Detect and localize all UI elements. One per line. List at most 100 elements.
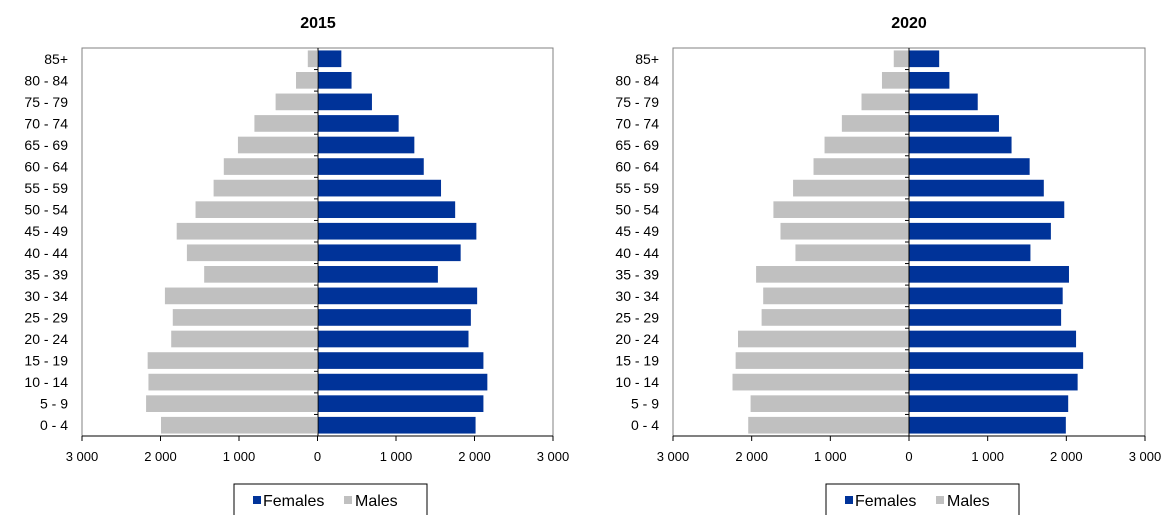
- bar-males-65-69: [236, 135, 318, 155]
- legend-swatch-males: [936, 496, 944, 504]
- bar-females-80-84: [317, 70, 353, 90]
- chart-title: 2015: [300, 15, 336, 32]
- bar-males-40-44: [185, 243, 318, 263]
- legend-label-females: Females: [855, 493, 916, 510]
- bar-females-45-49: [908, 221, 1052, 241]
- value-tick-label: 0: [314, 449, 321, 464]
- bar-males-25-29: [760, 308, 910, 327]
- bar-males-0-4: [747, 415, 910, 435]
- bar-males-45-49: [175, 221, 318, 241]
- category-label: 20 - 24: [24, 331, 68, 347]
- bar-females-85+: [908, 49, 941, 69]
- bar-females-20-24: [908, 329, 1078, 349]
- legend-swatch-males: [344, 496, 352, 504]
- bar-males-75-79: [274, 92, 318, 112]
- bar-females-30-34: [317, 286, 479, 306]
- category-label: 40 - 44: [615, 245, 659, 261]
- bar-males-15-19: [146, 351, 318, 370]
- category-label: 35 - 39: [24, 266, 68, 282]
- category-label: 15 - 19: [24, 353, 68, 369]
- bar-females-10-14: [908, 372, 1079, 392]
- value-tick-label: 1 000: [971, 449, 1004, 464]
- pyramid-chart-2015: 2015 0 - 4 5 - 9 10 - 14 15 - 19 20 - 24 25 - …: [24, 15, 570, 519]
- category-label: 0 - 4: [631, 417, 659, 433]
- bar-males-15-19: [734, 351, 910, 370]
- bar-males-10-14: [147, 372, 318, 392]
- bar-females-25-29: [317, 308, 472, 327]
- bar-females-60-64: [317, 157, 425, 176]
- bar-males-70-74: [253, 114, 318, 133]
- bar-males-35-39: [755, 264, 910, 284]
- value-tick-label: 1 000: [814, 449, 847, 464]
- bar-males-50-54: [772, 200, 910, 220]
- legend: Females Males: [825, 483, 1020, 519]
- value-tick-label: 2 000: [735, 449, 768, 464]
- bar-males-55-59: [792, 178, 910, 198]
- bar-males-20-24: [170, 329, 318, 349]
- category-label: 55 - 59: [24, 180, 68, 196]
- category-label: 20 - 24: [615, 331, 659, 347]
- legend-label-males: Males: [947, 493, 990, 510]
- category-label: 70 - 74: [615, 115, 659, 131]
- legend-label-females: Females: [263, 493, 324, 510]
- bar-females-60-64: [908, 157, 1031, 176]
- bar-males-80-84: [880, 70, 910, 90]
- legend: Females Males: [233, 483, 428, 519]
- bar-females-35-39: [317, 264, 439, 284]
- category-label: 80 - 84: [24, 72, 68, 88]
- bar-males-45-49: [779, 221, 910, 241]
- bar-females-50-54: [317, 200, 457, 220]
- category-label: 40 - 44: [24, 245, 68, 261]
- bar-females-10-14: [317, 372, 489, 392]
- value-tick-label: 2 000: [144, 449, 177, 464]
- category-label: 35 - 39: [615, 266, 659, 282]
- bar-males-10-14: [731, 372, 910, 392]
- legend-swatch-females: [845, 496, 853, 504]
- bar-males-50-54: [194, 200, 318, 220]
- bar-females-85+: [317, 49, 343, 69]
- bar-males-70-74: [840, 114, 910, 133]
- bar-females-80-84: [908, 70, 951, 90]
- bar-males-85+: [306, 49, 319, 69]
- bar-males-20-24: [737, 329, 910, 349]
- bar-males-40-44: [794, 243, 910, 263]
- value-tick-label: 0: [905, 449, 912, 464]
- category-label: 15 - 19: [615, 353, 659, 369]
- bar-females-5-9: [317, 394, 485, 414]
- category-label: 65 - 69: [615, 137, 659, 153]
- bar-females-5-9: [908, 394, 1070, 414]
- pyramid-chart-2020: 2020 0 - 4 5 - 9 10 - 14 15 - 19 20 - 24 25 - …: [615, 15, 1162, 519]
- category-label: 50 - 54: [615, 202, 659, 218]
- value-tick-label: 3 000: [657, 449, 690, 464]
- bar-females-50-54: [908, 200, 1066, 220]
- bar-females-55-59: [908, 178, 1045, 198]
- value-tick-label: 3 000: [66, 449, 99, 464]
- category-label: 60 - 64: [615, 159, 659, 175]
- bar-males-5-9: [145, 394, 318, 414]
- category-label: 55 - 59: [615, 180, 659, 196]
- legend-box: [233, 483, 428, 519]
- category-label: 45 - 49: [24, 223, 68, 239]
- category-label: 60 - 64: [24, 159, 68, 175]
- category-label: 5 - 9: [40, 396, 68, 412]
- category-label: 25 - 29: [24, 309, 68, 325]
- category-label: 25 - 29: [615, 309, 659, 325]
- bar-females-15-19: [317, 351, 485, 370]
- bar-males-5-9: [749, 394, 910, 414]
- bar-females-20-24: [317, 329, 470, 349]
- bar-males-30-34: [762, 286, 910, 306]
- value-tick-label: 1 000: [380, 449, 413, 464]
- bar-males-60-64: [812, 157, 910, 176]
- category-label: 75 - 79: [24, 94, 68, 110]
- value-tick-label: 3 000: [537, 449, 570, 464]
- bar-females-55-59: [317, 178, 443, 198]
- bar-females-35-39: [908, 264, 1070, 284]
- legend-swatch-females: [253, 496, 261, 504]
- bar-males-25-29: [171, 308, 318, 327]
- bar-males-75-79: [860, 92, 910, 112]
- bar-males-65-69: [823, 135, 910, 155]
- bar-females-65-69: [317, 135, 416, 155]
- value-tick-label: 3 000: [1129, 449, 1162, 464]
- category-label: 80 - 84: [615, 72, 659, 88]
